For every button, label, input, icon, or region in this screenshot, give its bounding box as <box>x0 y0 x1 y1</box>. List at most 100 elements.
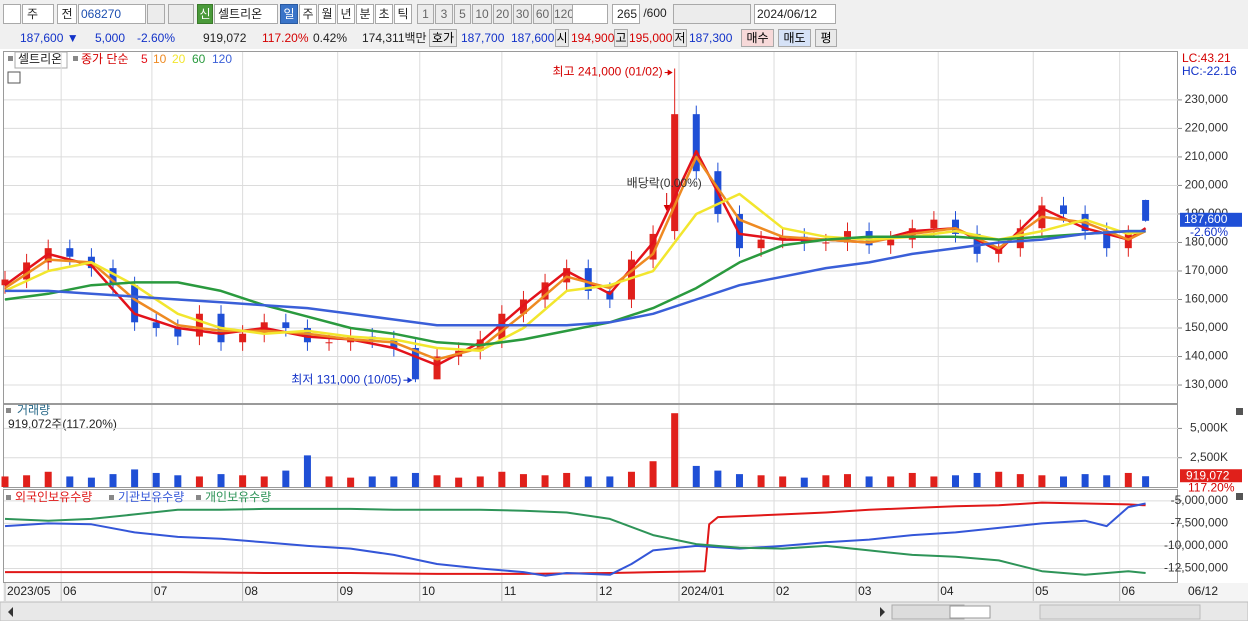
interval-button[interactable]: 1 <box>417 4 434 24</box>
quote-low: 187,300 <box>689 31 733 45</box>
x-tick-label: 02 <box>776 584 790 598</box>
stock-name: 셀트리온 <box>214 4 278 24</box>
volume-bar <box>303 455 311 487</box>
candle-body <box>433 356 441 380</box>
volume-bar <box>692 465 700 487</box>
market-select[interactable]: 주 <box>22 4 54 24</box>
legend-label: 외국인보유수량 <box>15 490 92 504</box>
quote-open-label: 시 <box>555 29 569 47</box>
quote-sell[interactable]: 매도 <box>778 29 811 47</box>
volume-bar <box>433 475 441 487</box>
y-tick-label: 180,000 <box>1185 235 1229 249</box>
last-volume-rate: 117.20% <box>1188 480 1235 494</box>
volume-bar <box>347 477 355 487</box>
y-tick-label: 160,000 <box>1185 292 1229 306</box>
holding-line <box>5 501 1146 575</box>
legend-label: 10 <box>153 52 167 66</box>
custom-interval[interactable] <box>572 4 608 24</box>
quote-change-rate: -2.60% <box>137 31 176 45</box>
x-tick-label: 07 <box>154 584 168 598</box>
y-tick-label: 150,000 <box>1185 320 1229 334</box>
annotation-arrowhead <box>663 205 670 211</box>
last-price-box <box>1180 212 1242 227</box>
scroll-left[interactable] <box>8 607 13 617</box>
period-button[interactable]: 초 <box>375 4 393 24</box>
volume-subtitle: 919,072주(117.20%) <box>8 417 117 431</box>
volume-bar <box>66 476 74 487</box>
x-tick-label: 12 <box>599 584 613 598</box>
tool-icons[interactable] <box>673 4 751 24</box>
volume-bar <box>649 461 657 487</box>
interval-button[interactable]: 5 <box>454 4 471 24</box>
zoom-slider[interactable] <box>949 605 991 619</box>
period-button[interactable]: 일 <box>280 4 298 24</box>
title-box[interactable] <box>14 51 68 69</box>
interval-button[interactable]: 20 <box>493 4 512 24</box>
candle-body <box>1103 231 1111 249</box>
period-button[interactable]: 월 <box>318 4 336 24</box>
candle-body <box>411 347 419 380</box>
legend-bullet <box>6 495 11 500</box>
legend-bullet <box>73 56 78 61</box>
annotation-low: 최저 131,000 (10/05) <box>291 372 401 386</box>
candle-body <box>627 259 635 300</box>
x-tick-label: 11 <box>504 584 517 598</box>
period-button[interactable]: 주 <box>299 4 317 24</box>
search-button[interactable] <box>147 4 165 24</box>
holding-line <box>4 507 1146 576</box>
interval-button[interactable]: 30 <box>513 4 532 24</box>
volume-bar <box>455 477 463 487</box>
x-tick-label: 10 <box>422 584 436 598</box>
interval-button[interactable]: 10 <box>472 4 492 24</box>
volume-bar <box>606 476 614 487</box>
window-icon[interactable] <box>3 4 21 24</box>
volume-bar <box>800 477 808 487</box>
volume-bar <box>563 472 571 487</box>
moving-average-line <box>4 229 1146 347</box>
volume-bar <box>735 474 743 487</box>
volume-bar <box>1103 475 1111 487</box>
scope-select[interactable]: 전 <box>57 4 77 24</box>
annotation-arrowhead <box>407 377 413 384</box>
holdings-close-icon[interactable] <box>1236 493 1243 500</box>
period-button[interactable]: 틱 <box>394 4 412 24</box>
candle-body <box>303 328 311 343</box>
period-button[interactable]: 분 <box>356 4 374 24</box>
volume-bar <box>1081 474 1089 487</box>
candle-body <box>131 285 139 323</box>
x-tick-label: 05 <box>1035 584 1049 598</box>
holding-line <box>4 502 1146 577</box>
code-input[interactable]: 068270 <box>78 4 146 24</box>
quote-avg[interactable]: 평 <box>815 29 837 47</box>
volume-bar <box>1016 474 1024 487</box>
tool-icons[interactable] <box>1039 604 1201 620</box>
volume-bar <box>44 471 52 487</box>
quote-volume: 919,072 <box>203 31 247 45</box>
volume-bar <box>476 476 484 487</box>
table-icon[interactable] <box>7 71 21 84</box>
interval-button[interactable]: 3 <box>435 4 453 24</box>
interval-button[interactable]: 60 <box>533 4 552 24</box>
quote-high-label: 고 <box>614 29 628 47</box>
candle-body <box>757 239 765 249</box>
date-input[interactable]: 2024/06/12 <box>754 4 836 24</box>
candle-body <box>66 248 74 257</box>
candle-body <box>325 342 333 344</box>
candle-body <box>195 313 203 337</box>
volume-bar <box>1 476 9 487</box>
volume-close-icon[interactable] <box>1236 408 1243 415</box>
annotation-arrowhead <box>667 69 673 76</box>
quote-bid-ask-label: 호가 <box>429 29 457 47</box>
volume-title: 거래량 <box>17 403 50 417</box>
sound-button[interactable] <box>168 4 194 24</box>
quote-buy[interactable]: 매수 <box>741 29 774 47</box>
y-tick-label: -7,500,000 <box>1171 516 1229 530</box>
candle-body <box>606 290 614 300</box>
scroll-right[interactable] <box>880 607 885 617</box>
count-input[interactable]: 265 <box>612 4 640 24</box>
period-button[interactable]: 년 <box>337 4 355 24</box>
quote-high: 195,000 <box>629 31 673 45</box>
volume-bar <box>1038 475 1046 487</box>
candle-body <box>930 219 938 229</box>
legend-bullet <box>8 56 13 61</box>
